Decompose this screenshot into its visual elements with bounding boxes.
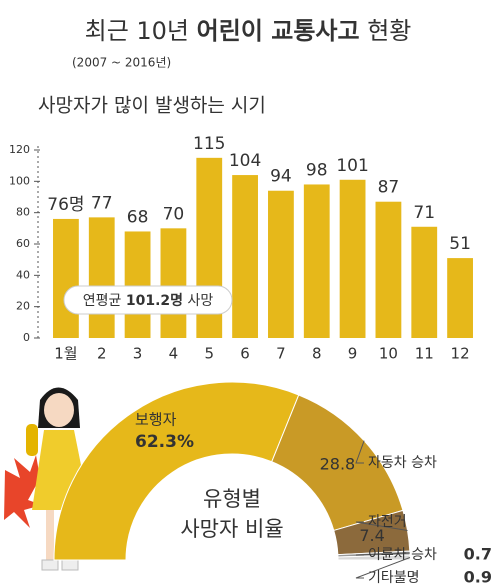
center-label: 유형별: [203, 487, 261, 511]
donut-segment: [53, 381, 300, 561]
value-label: 87: [378, 178, 400, 198]
category-label: 기타불명: [368, 570, 420, 586]
value-label: 51: [449, 234, 471, 254]
shoe: [61, 559, 79, 571]
value-label: 62.3%: [135, 432, 194, 452]
leader-line: [355, 521, 408, 532]
annotation: 연평균 101.2명 사망: [83, 292, 214, 309]
value-label: 98: [306, 160, 328, 180]
annotation-box: [63, 285, 233, 315]
x-tick-label: 4: [169, 345, 179, 363]
x-tick-label: 8: [312, 345, 322, 363]
leader-line: [355, 552, 410, 556]
bar: [232, 175, 258, 338]
y-tick-label: 40: [16, 268, 30, 281]
value-label: 115: [193, 134, 225, 154]
center-label: 사망자 비율: [180, 517, 283, 541]
value-label: 70: [163, 204, 185, 224]
bar: [303, 184, 330, 338]
category-label: 자전거: [368, 514, 407, 530]
bar: [375, 201, 402, 338]
x-tick-label: 5: [204, 345, 214, 363]
value-label: 28.8: [320, 454, 356, 473]
x-tick-label: 12: [451, 345, 470, 363]
x-tick-label: 9: [348, 345, 358, 363]
chart-title: 사망자가 많이 발생하는 시기: [38, 95, 266, 117]
leader-line: [355, 557, 411, 579]
impact-burst: [4, 455, 42, 528]
x-tick-label: 3: [133, 345, 143, 363]
title: 최근 10년 어린이 교통사고 현황: [85, 17, 412, 45]
bar: [268, 190, 294, 338]
y-tick-label: 120: [9, 143, 30, 156]
value-label: 0.9: [464, 568, 492, 587]
value-label: 101: [336, 156, 368, 176]
leg: [46, 510, 54, 565]
value-label: 104: [229, 151, 261, 171]
bar: [88, 217, 115, 338]
value-label: 7.4: [359, 526, 384, 545]
x-tick-label: 1월: [54, 345, 77, 363]
donut-segment: [337, 554, 411, 561]
category-label: 보행자: [135, 411, 177, 429]
y-tick-label: 20: [16, 300, 30, 313]
leader-line: [355, 440, 365, 464]
subtitle: (2007 ~ 2016년): [72, 56, 171, 70]
x-tick-label: 10: [379, 345, 398, 363]
y-tick-label: 60: [16, 237, 30, 250]
face: [44, 393, 74, 427]
title-part: 최근 10년: [85, 17, 197, 45]
shoe: [41, 559, 59, 571]
x-tick-label: 6: [240, 345, 250, 363]
x-tick-label: 7: [276, 345, 286, 363]
title-part: 현황: [360, 17, 412, 45]
value-label: 77: [91, 193, 113, 213]
annotation-part: 101.2명: [126, 292, 183, 309]
annotation-part: 사망: [183, 293, 213, 309]
value-label: 71: [413, 203, 435, 223]
y-tick-label: 80: [16, 206, 30, 219]
y-tick-label: 100: [9, 174, 30, 187]
title-part: 어린이 교통사고: [197, 17, 360, 45]
value-label: 68: [127, 207, 149, 227]
illustration: [4, 387, 90, 571]
category-label: 자동차 승차: [368, 455, 437, 471]
category-label: 이륜차 승차: [368, 547, 437, 563]
value-label: 94: [270, 167, 292, 187]
annotation-part: 연평균: [83, 293, 126, 309]
x-tick-label: 11: [415, 345, 434, 363]
value-label: 76명: [47, 195, 84, 215]
bar: [160, 228, 187, 338]
bar: [447, 258, 473, 338]
bar: [339, 179, 366, 338]
backpack: [26, 424, 38, 456]
bar: [124, 231, 151, 338]
bar: [411, 226, 438, 338]
value-label: 0.7: [464, 545, 492, 564]
y-tick-label: 0: [23, 331, 30, 344]
x-tick-label: 2: [97, 345, 107, 363]
bar: [53, 218, 79, 338]
